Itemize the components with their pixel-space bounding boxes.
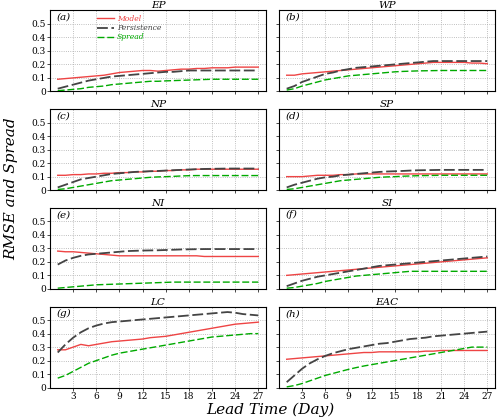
Title: NI: NI — [152, 199, 164, 208]
Text: RMSE and Spread: RMSE and Spread — [4, 117, 18, 260]
Text: (f): (f) — [286, 210, 298, 220]
Text: (b): (b) — [286, 13, 300, 22]
Text: (c): (c) — [56, 111, 70, 121]
Text: (a): (a) — [56, 13, 70, 22]
Title: LC: LC — [150, 297, 166, 307]
Text: Lead Time (Day): Lead Time (Day) — [206, 403, 334, 417]
Title: SP: SP — [380, 100, 394, 109]
Title: SI: SI — [382, 199, 392, 208]
Legend: Model, Persistence, Spread: Model, Persistence, Spread — [97, 15, 162, 41]
Title: EP: EP — [150, 1, 166, 10]
Text: (g): (g) — [56, 309, 71, 318]
Title: EAC: EAC — [376, 297, 398, 307]
Text: (h): (h) — [286, 309, 300, 318]
Text: (d): (d) — [286, 111, 300, 121]
Title: WP: WP — [378, 1, 396, 10]
Text: (e): (e) — [56, 210, 70, 220]
Title: NP: NP — [150, 100, 166, 109]
